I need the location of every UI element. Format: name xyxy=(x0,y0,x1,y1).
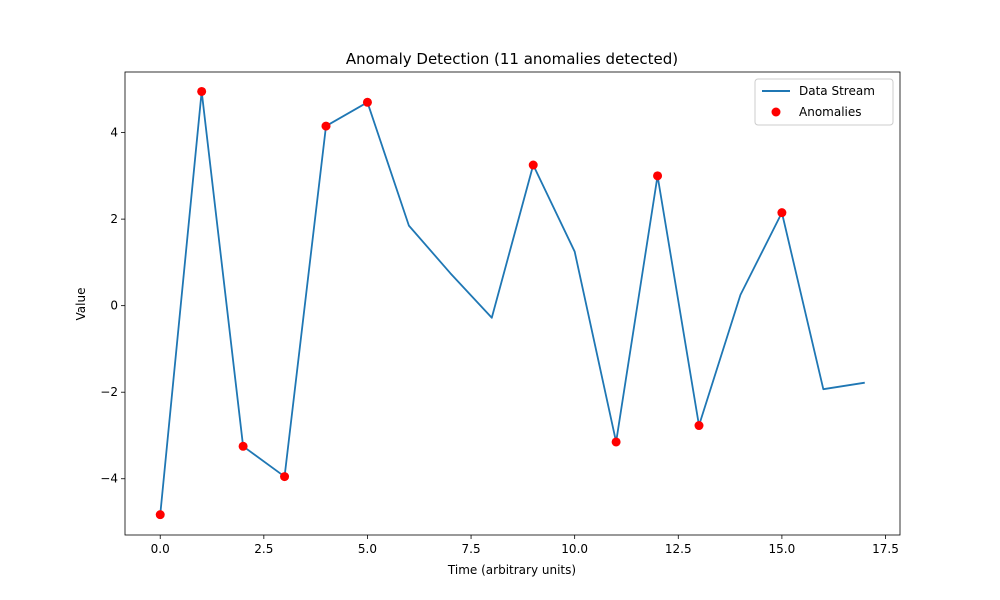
x-tick-label: 2.5 xyxy=(254,542,273,556)
x-axis: 0.0 2.5 5.0 7.5 10.0 12.5 15.0 17.5 xyxy=(151,535,899,556)
y-tick-label: −2 xyxy=(100,385,118,399)
x-tick-label: 5.0 xyxy=(358,542,377,556)
legend-dot-swatch xyxy=(771,107,781,117)
anomaly-point xyxy=(528,160,538,170)
anomaly-point xyxy=(362,97,372,107)
legend-label-data-stream: Data Stream xyxy=(799,84,875,98)
data-stream-line xyxy=(159,90,865,515)
anomaly-point xyxy=(694,421,704,431)
x-tick-label: 15.0 xyxy=(769,542,796,556)
anomaly-point xyxy=(155,510,165,520)
plot-background xyxy=(125,72,900,535)
legend-label-anomalies: Anomalies xyxy=(799,105,862,119)
x-tick-label: 12.5 xyxy=(665,542,692,556)
y-axis: −4 −2 0 2 4 xyxy=(100,126,125,486)
anomaly-point xyxy=(653,171,663,181)
series-layer xyxy=(155,86,865,520)
legend: Data Stream Anomalies xyxy=(754,78,894,126)
y-axis-label: Value xyxy=(74,288,88,321)
anomaly-point xyxy=(777,208,787,218)
x-tick-label: 7.5 xyxy=(462,542,481,556)
y-tick-label: −4 xyxy=(100,472,118,486)
chart-title: Anomaly Detection (11 anomalies detected… xyxy=(346,50,678,68)
anomaly-point xyxy=(611,437,621,447)
x-tick-label: 17.5 xyxy=(872,542,899,556)
anomaly-point xyxy=(238,441,248,451)
x-axis-label: Time (arbitrary units) xyxy=(447,563,576,577)
plot-area xyxy=(124,71,901,536)
x-tick-label: 10.0 xyxy=(561,542,588,556)
anomaly-point xyxy=(321,121,331,131)
x-tick-label: 0.0 xyxy=(151,542,170,556)
plot-frame xyxy=(124,71,901,536)
anomaly-point xyxy=(197,86,207,96)
y-tick-label: 0 xyxy=(110,299,118,313)
y-tick-label: 2 xyxy=(110,212,118,226)
y-tick-label: 4 xyxy=(110,126,118,140)
anomaly-point xyxy=(280,472,290,482)
